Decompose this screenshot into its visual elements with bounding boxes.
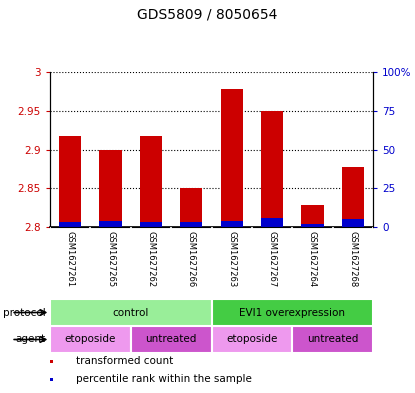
Bar (50, 360, 53, 362)
Bar (292, 326, 373, 353)
Bar (50, 299, 212, 326)
Text: EVI1 overexpression: EVI1 overexpression (239, 307, 345, 318)
Bar (261, 218, 283, 227)
Bar (342, 219, 364, 227)
Text: GSM1627266: GSM1627266 (187, 231, 196, 287)
Text: agent: agent (16, 334, 46, 345)
Bar (180, 222, 203, 227)
Text: untreated: untreated (307, 334, 358, 345)
Bar (221, 89, 243, 227)
Bar (221, 221, 243, 227)
Bar (212, 326, 292, 353)
Text: GSM1627261: GSM1627261 (66, 231, 75, 287)
Bar (131, 326, 212, 353)
Bar (50, 378, 53, 381)
Bar (59, 222, 81, 227)
Text: GSM1627262: GSM1627262 (146, 231, 156, 287)
Bar (212, 299, 373, 326)
Bar (342, 167, 364, 227)
Bar (180, 188, 203, 227)
Text: GSM1627268: GSM1627268 (348, 231, 357, 287)
Text: protocol: protocol (3, 307, 46, 318)
Bar (301, 224, 324, 227)
Text: GSM1627267: GSM1627267 (268, 231, 276, 287)
Text: GDS5809 / 8050654: GDS5809 / 8050654 (137, 8, 278, 22)
Bar (301, 205, 324, 227)
Bar (140, 136, 162, 227)
Bar (140, 222, 162, 227)
Text: etoposide: etoposide (226, 334, 278, 345)
Bar (100, 221, 122, 227)
Text: GSM1627264: GSM1627264 (308, 231, 317, 287)
Bar (50, 326, 131, 353)
Text: GSM1627265: GSM1627265 (106, 231, 115, 287)
Text: etoposide: etoposide (65, 334, 116, 345)
Text: GSM1627263: GSM1627263 (227, 231, 236, 287)
Text: untreated: untreated (145, 334, 197, 345)
Text: control: control (112, 307, 149, 318)
Text: transformed count: transformed count (76, 356, 173, 366)
Text: percentile rank within the sample: percentile rank within the sample (76, 375, 252, 384)
Bar (261, 111, 283, 227)
Bar (100, 149, 122, 227)
Bar (59, 136, 81, 227)
